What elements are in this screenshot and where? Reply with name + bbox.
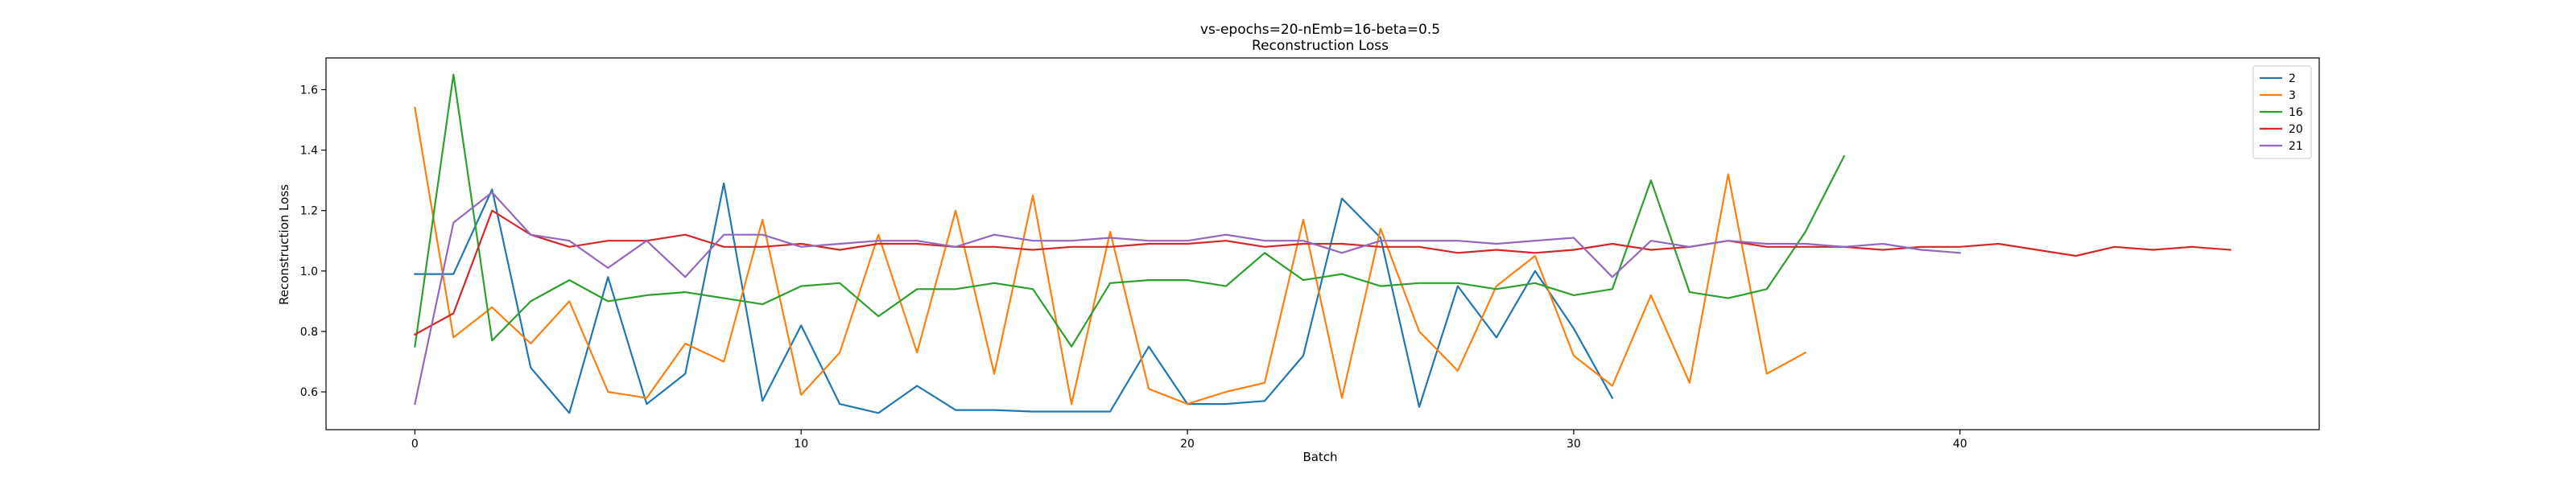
chart-subtitle: Reconstruction Loss xyxy=(1252,38,1389,54)
legend-label-2: 2 xyxy=(2289,72,2296,85)
x-tick-label: 20 xyxy=(1180,438,1195,451)
y-tick-label: 0.6 xyxy=(300,386,318,399)
y-axis-label: Reconstruction Loss xyxy=(277,184,291,305)
series-line-20 xyxy=(413,209,2231,336)
y-tick-label: 1.0 xyxy=(300,266,318,278)
series-line-16 xyxy=(414,73,1846,348)
series-line-2 xyxy=(414,182,1614,414)
x-tick-label: 30 xyxy=(1567,438,1581,451)
legend-label-20: 20 xyxy=(2289,123,2303,136)
series-line-21 xyxy=(414,192,1961,406)
series-line-3 xyxy=(414,106,1807,406)
plot-area: 0 10 20 30 40 0.6 0.8 1.0 1.2 1.4 1.6 2 3 16 20 21 xyxy=(300,57,2320,451)
x-axis-label: Batch xyxy=(1302,450,1337,464)
y-tick-label: 1.2 xyxy=(300,205,318,218)
chart-title: vs-epochs=20-nEmb=16-beta=0.5 xyxy=(1200,22,1440,38)
y-tick-label: 0.8 xyxy=(300,326,318,339)
legend: 2 3 16 20 21 xyxy=(2252,65,2312,159)
legend-label-3: 3 xyxy=(2289,89,2296,102)
plot-frame xyxy=(325,57,2320,430)
x-tick-label: 0 xyxy=(411,438,419,451)
legend-label-21: 21 xyxy=(2289,140,2303,153)
x-tick-label: 40 xyxy=(1953,438,1967,451)
y-tick-label: 1.4 xyxy=(300,145,318,158)
y-tick-label: 1.6 xyxy=(300,84,318,97)
legend-label-16: 16 xyxy=(2289,106,2303,119)
x-tick-label: 10 xyxy=(794,438,808,451)
